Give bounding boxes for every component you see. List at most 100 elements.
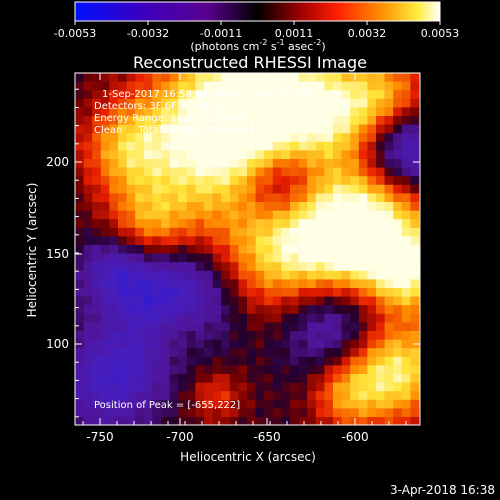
image-pixel [161, 253, 170, 263]
image-pixel [281, 399, 291, 409]
image-pixel [109, 133, 119, 143]
image-pixel [358, 236, 368, 246]
image-pixel [75, 391, 84, 401]
image-pixel [255, 399, 265, 409]
image-pixel [186, 167, 196, 177]
image-pixel [92, 356, 102, 366]
image-pixel [272, 288, 282, 297]
image-pixel [221, 322, 231, 332]
image-pixel [143, 210, 153, 220]
image-pixel [83, 150, 93, 160]
image-pixel [212, 253, 222, 263]
image-pixel [212, 202, 222, 211]
image-pixel [83, 236, 93, 246]
image-pixel [75, 90, 84, 100]
image-pixel [272, 133, 282, 143]
image-pixel [255, 81, 265, 91]
image-pixel [83, 408, 93, 418]
image-pixel [393, 408, 403, 418]
image-pixel [169, 296, 179, 306]
image-pixel [92, 245, 102, 254]
image-pixel [358, 210, 368, 220]
image-pixel [341, 331, 351, 340]
image-pixel [315, 193, 325, 203]
image-pixel [333, 365, 342, 375]
image-pixel [118, 322, 127, 332]
image-pixel [384, 288, 394, 297]
image-pixel [333, 322, 342, 332]
image-pixel [290, 107, 299, 117]
image-pixel [264, 73, 274, 82]
image-pixel [401, 391, 411, 401]
image-pixel [229, 365, 239, 375]
image-pixel [135, 322, 145, 332]
image-pixel [83, 399, 93, 409]
image-pixel [109, 210, 119, 220]
image-pixel [247, 374, 256, 383]
image-pixel [410, 116, 420, 125]
annotation-peak: Position of Peak = [-655,222] [94, 400, 240, 411]
image-pixel [307, 339, 317, 349]
image-pixel [75, 193, 84, 203]
image-pixel [135, 176, 145, 186]
image-pixel [143, 159, 153, 168]
image-pixel [152, 90, 162, 100]
image-pixel [109, 193, 119, 203]
image-pixel [83, 417, 93, 425]
image-pixel [384, 159, 394, 168]
image-pixel [350, 382, 360, 392]
image-pixel [367, 382, 377, 392]
image-pixel [221, 124, 231, 134]
image-pixel [238, 348, 248, 358]
image-pixel [186, 408, 196, 418]
image-pixel [341, 356, 351, 366]
image-pixel [367, 90, 377, 100]
image-pixel [195, 331, 205, 340]
image-pixel [83, 279, 93, 289]
image-pixel [83, 270, 93, 280]
image-pixel [83, 73, 93, 82]
image-pixel [264, 348, 274, 358]
image-pixel [358, 374, 368, 383]
image-pixel [298, 227, 308, 237]
image-pixel [350, 184, 360, 194]
image-pixel [83, 245, 93, 254]
image-pixel [341, 288, 351, 297]
image-pixel [195, 124, 205, 134]
image-pixel [315, 210, 325, 220]
image-pixel [186, 313, 196, 323]
image-pixel [143, 288, 153, 297]
image-pixel [324, 159, 334, 168]
image-pixel [376, 305, 385, 315]
image-pixel [255, 167, 265, 177]
image-pixel [255, 313, 265, 323]
image-pixel [92, 288, 102, 297]
image-pixel [221, 210, 231, 220]
image-pixel [221, 296, 231, 306]
image-pixel [195, 116, 205, 125]
image-pixel [281, 253, 291, 263]
image-pixel [350, 236, 360, 246]
image-pixel [376, 150, 385, 160]
image-pixel [376, 417, 385, 425]
image-pixel [169, 253, 179, 263]
image-pixel [350, 408, 360, 418]
image-pixel [341, 348, 351, 358]
image-pixel [152, 417, 162, 425]
image-pixel [126, 227, 136, 237]
image-pixel [290, 90, 299, 100]
image-pixel [281, 107, 291, 117]
image-pixel [358, 124, 368, 134]
image-pixel [401, 374, 411, 383]
image-pixel [333, 159, 342, 168]
image-pixel [298, 116, 308, 125]
image-pixel [152, 356, 162, 366]
image-pixel [92, 279, 102, 289]
image-pixel [92, 374, 102, 383]
image-pixel [255, 270, 265, 280]
image-pixel [143, 73, 153, 82]
reconstructed-image [75, 73, 420, 425]
image-pixel [178, 253, 188, 263]
image-pixel [229, 313, 239, 323]
